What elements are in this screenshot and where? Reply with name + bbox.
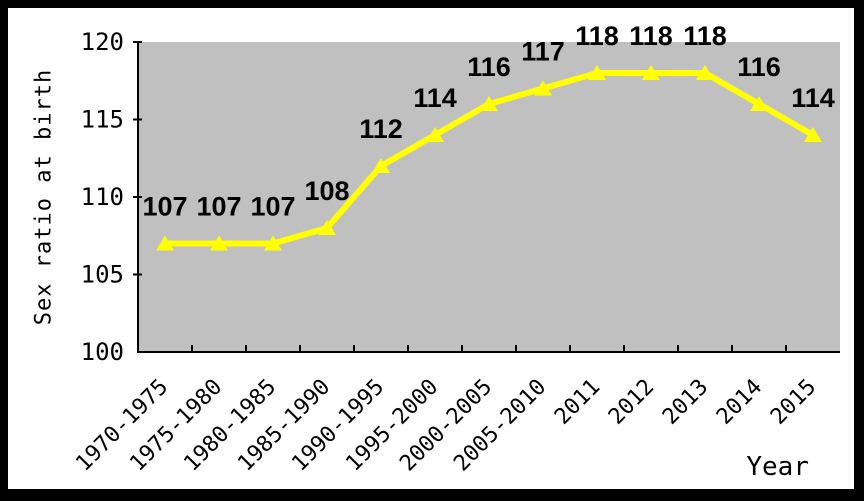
triangle-marker [696,65,714,80]
data-label: 117 [521,37,565,67]
y-tick-label: 110 [81,183,124,211]
data-label: 114 [413,83,457,113]
x-tick-label: 2012 [604,375,659,430]
triangle-marker [750,96,768,111]
triangle-marker [372,158,390,173]
y-tick-labels: 100 105 110 115 120 [81,28,124,366]
triangle-marker [588,65,606,80]
data-label: 107 [196,192,241,222]
data-label: 112 [359,114,403,144]
data-label: 107 [250,192,295,222]
series-markers [156,65,822,251]
data-label: 108 [304,176,349,206]
y-tick-label: 120 [81,28,124,56]
plot-area-group [138,42,840,352]
triangle-marker [156,235,174,251]
triangle-marker [210,235,228,251]
data-label: 118 [683,21,727,51]
x-axis-title: Year [746,452,809,482]
y-tick-label: 105 [81,261,124,289]
data-label: 116 [467,52,511,82]
y-tick-label: 115 [81,106,124,134]
axes [137,42,840,353]
triangle-marker [426,127,444,142]
triangle-marker [264,235,282,251]
plot-area [138,42,840,352]
data-label: 114 [791,83,835,113]
data-label: 107 [142,192,187,222]
sex-ratio-line-chart: 100 105 110 115 120 1970-19751975-19801980-19… [71,21,840,477]
x-tick-labels: 1970-19751975-19801980-19851985-19901990… [71,375,821,477]
triangle-marker [642,65,660,80]
data-label: 118 [629,21,673,51]
y-axis-title: Sex ratio at birth [31,68,57,326]
data-label: 116 [737,52,781,82]
data-label: 118 [575,21,619,51]
y-tick-label: 100 [81,338,124,366]
x-tick-label: 2011 [550,375,605,430]
x-tick-label: 2015 [766,375,821,430]
x-tick-label: 2013 [658,375,713,430]
triangle-marker [534,80,552,96]
triangle-marker [318,220,336,235]
chart-canvas: 100 105 110 115 120 1970-1975 1975-1980 1980-19… [8,8,854,489]
data-labels: 107 107 107 108 112 114 116 117 118 118 118 116 114 [142,21,834,222]
triangle-marker [804,127,822,142]
triangle-marker [480,96,498,111]
x-tick-label: 2014 [712,375,767,430]
